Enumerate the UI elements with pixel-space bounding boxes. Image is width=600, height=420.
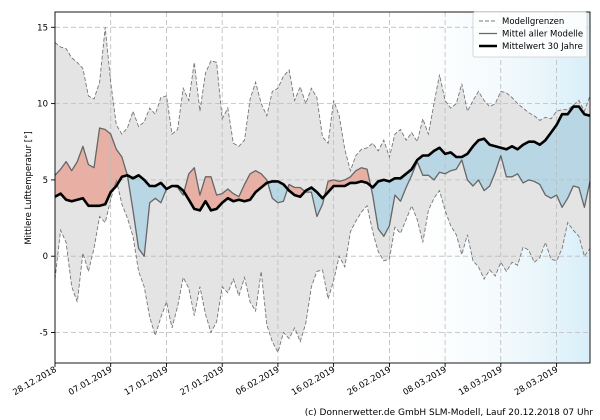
y-tick-label: 10 (37, 100, 48, 110)
plot-frame (54, 11, 591, 364)
x-tick-label: 26.02.2019 (346, 365, 393, 398)
series-model-mean (54, 127, 591, 257)
y-axis-label: Mittlere Lufttemperatur [°] (24, 131, 34, 244)
x-tick-label: 08.03.2019 (401, 365, 448, 398)
x-tick-label: 18.03.2019 (457, 365, 504, 398)
legend-label-mittelwert: Mittelwert 30 Jahre (502, 42, 583, 52)
legend-label-mittel: Mittel aller Modelle (502, 30, 583, 40)
y-tick-label: 5 (43, 176, 48, 186)
y-tick-label: 0 (43, 252, 48, 262)
x-tick-label: 16.02.2019 (290, 365, 337, 398)
x-tick-label: 27.01.2019 (179, 365, 226, 398)
legend-box (472, 11, 588, 58)
x-tick-label: 17.01.2019 (123, 365, 170, 398)
series-lower-limit (54, 179, 591, 354)
plot-area (54, 12, 591, 363)
x-tick-label: 28.03.2019 (513, 365, 560, 398)
x-tick-label: 28.12.2018 (11, 365, 58, 398)
x-tick-label: 07.01.2019 (67, 365, 114, 398)
y-tick-label: -5 (40, 329, 48, 339)
anomaly-warm-area (55, 128, 371, 211)
credit-text: (c) Donnerwetter.de GmbH SLM-Modell, Lau… (305, 408, 594, 418)
series-upper-limit (54, 27, 591, 173)
legend-label-modellgrenzen: Modellgrenzen (502, 17, 564, 27)
x-tick-label: 06.02.2019 (234, 365, 281, 398)
legend: Modellgrenzen Mittel aller Modelle Mitte… (472, 11, 588, 58)
model-envelope (55, 27, 590, 353)
series-climate-mean (54, 105, 591, 212)
y-tick-label: 15 (37, 23, 48, 33)
